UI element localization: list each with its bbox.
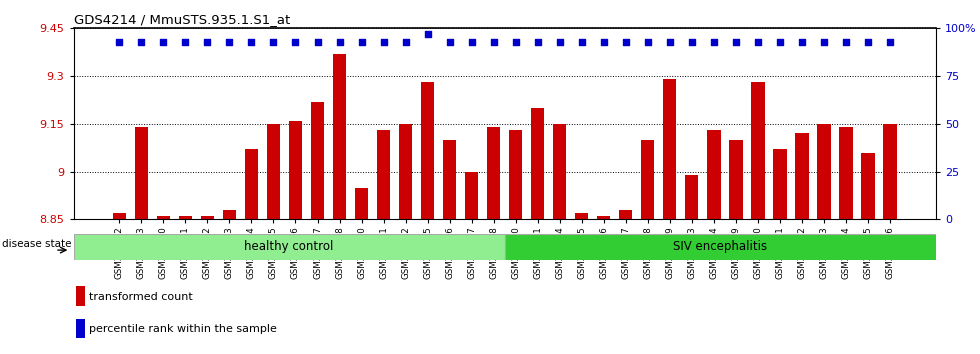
Point [375, 39, 391, 45]
Point [442, 39, 458, 45]
Bar [509, 130, 522, 354]
Bar [421, 82, 434, 354]
Bar [134, 127, 148, 354]
Bar [884, 124, 897, 354]
Point [266, 39, 281, 45]
Point [640, 39, 656, 45]
Bar [113, 213, 125, 354]
Bar [641, 140, 655, 354]
Bar [311, 102, 324, 354]
Bar [267, 124, 280, 354]
Point [574, 39, 590, 45]
Bar [443, 140, 457, 354]
Bar [466, 172, 478, 354]
Point [530, 39, 546, 45]
Bar [663, 79, 676, 354]
Bar [399, 124, 413, 354]
Point [750, 39, 765, 45]
Bar [840, 127, 853, 354]
Text: transformed count: transformed count [89, 292, 193, 302]
Point [486, 39, 502, 45]
Point [618, 39, 634, 45]
Bar [817, 124, 831, 354]
Text: SIV encephalitis: SIV encephalitis [673, 240, 767, 253]
Text: GDS4214 / MmuSTS.935.1.S1_at: GDS4214 / MmuSTS.935.1.S1_at [74, 13, 290, 26]
Bar [289, 121, 302, 354]
Bar [178, 216, 192, 354]
Bar [729, 140, 743, 354]
Bar [619, 210, 632, 354]
Text: healthy control: healthy control [244, 240, 334, 253]
Bar [355, 188, 368, 354]
Point [596, 39, 612, 45]
Point [464, 39, 479, 45]
Text: percentile rank within the sample: percentile rank within the sample [89, 324, 277, 334]
Point [794, 39, 809, 45]
Bar [708, 130, 720, 354]
Point [221, 39, 237, 45]
Bar [201, 216, 214, 354]
Bar [245, 149, 258, 354]
Bar [861, 153, 875, 354]
Point [331, 39, 347, 45]
Bar [76, 319, 84, 338]
Bar [487, 127, 501, 354]
Bar [752, 82, 764, 354]
Bar [222, 210, 236, 354]
Text: disease state: disease state [2, 239, 71, 249]
Point [244, 39, 260, 45]
Point [508, 39, 523, 45]
Point [177, 39, 193, 45]
Bar [553, 124, 566, 354]
Bar [505, 234, 936, 260]
Point [552, 39, 567, 45]
Bar [157, 216, 170, 354]
Bar [685, 175, 699, 354]
Point [684, 39, 700, 45]
Point [310, 39, 325, 45]
Point [398, 39, 414, 45]
Point [706, 39, 721, 45]
Point [288, 39, 304, 45]
Point [882, 39, 898, 45]
Bar [773, 149, 787, 354]
Point [133, 39, 149, 45]
Bar [796, 133, 808, 354]
Point [772, 39, 788, 45]
Bar [377, 130, 390, 354]
Point [860, 39, 876, 45]
Point [156, 39, 171, 45]
Point [112, 39, 127, 45]
Point [728, 39, 744, 45]
Bar [333, 54, 346, 354]
Bar [531, 108, 544, 354]
Point [838, 39, 854, 45]
Point [200, 39, 216, 45]
Bar [74, 234, 505, 260]
Point [816, 39, 832, 45]
Bar [76, 286, 84, 306]
Bar [597, 216, 611, 354]
Point [354, 39, 369, 45]
Point [662, 39, 678, 45]
Bar [575, 213, 588, 354]
Point [419, 31, 435, 37]
